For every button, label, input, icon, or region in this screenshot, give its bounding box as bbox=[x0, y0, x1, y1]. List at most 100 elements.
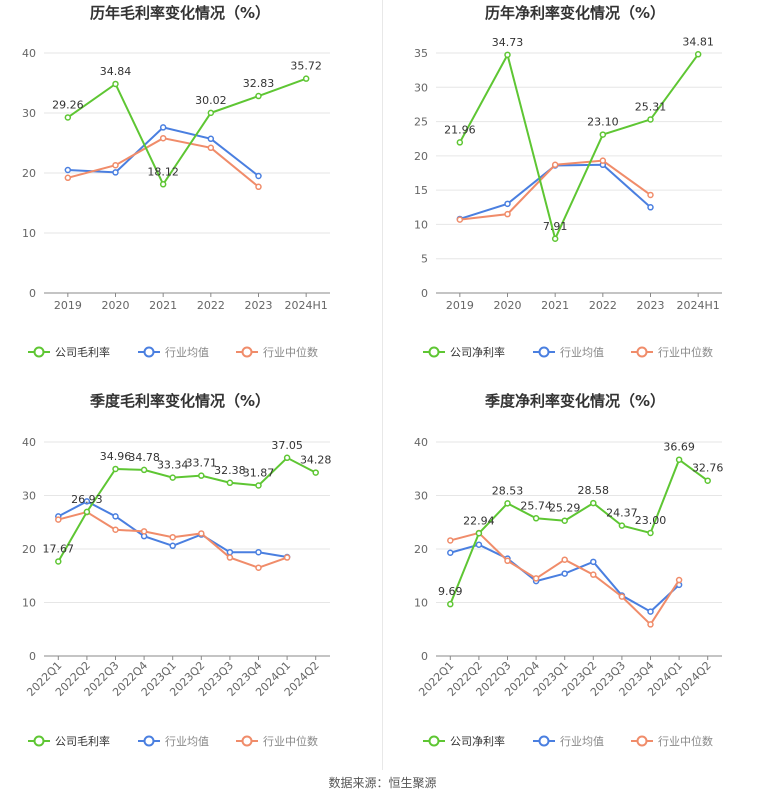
data-point-median bbox=[599, 157, 607, 164]
data-point-company bbox=[475, 530, 483, 537]
y-tick-label: 10 bbox=[22, 597, 36, 610]
legend-marker bbox=[428, 346, 440, 358]
data-label: 35.72 bbox=[290, 60, 322, 73]
data-point-company bbox=[255, 92, 262, 100]
data-point-company bbox=[675, 456, 683, 463]
data-point-median bbox=[447, 537, 454, 544]
legend-label: 公司净利率 bbox=[450, 345, 505, 359]
data-point-avg bbox=[207, 135, 215, 143]
y-tick-label: 40 bbox=[22, 436, 36, 449]
data-point-company bbox=[283, 454, 291, 462]
series-line-avg bbox=[450, 543, 680, 613]
data-point-avg bbox=[64, 166, 72, 174]
legend-marker bbox=[143, 346, 155, 358]
y-tick-label: 0 bbox=[29, 650, 36, 663]
x-tick-label: 2021 bbox=[149, 299, 177, 312]
legend-marker bbox=[33, 735, 45, 747]
data-point-avg bbox=[504, 200, 511, 208]
data-label: 23.10 bbox=[587, 116, 619, 129]
data-label: 25.31 bbox=[635, 100, 667, 113]
data-point-median bbox=[112, 526, 119, 533]
legend-label: 公司毛利率 bbox=[55, 345, 110, 359]
y-tick-label: 5 bbox=[421, 253, 428, 266]
y-tick-label: 10 bbox=[414, 597, 428, 610]
data-label: 23.00 bbox=[635, 514, 667, 527]
data-point-median bbox=[647, 191, 654, 199]
legend-item-avg: 行业均值 bbox=[533, 346, 604, 359]
y-tick-label: 30 bbox=[22, 490, 36, 503]
x-tick-label: 2023 bbox=[637, 299, 665, 312]
data-point-median bbox=[618, 593, 626, 600]
legend-item-company: 公司净利率 bbox=[423, 734, 505, 748]
data-label: 33.34 bbox=[157, 459, 189, 472]
data-point-company bbox=[704, 477, 711, 484]
data-point-avg bbox=[447, 549, 454, 556]
data-point-company bbox=[302, 75, 310, 82]
y-tick-label: 15 bbox=[414, 184, 428, 197]
data-point-median bbox=[55, 516, 62, 523]
data-label: 32.76 bbox=[692, 462, 724, 475]
data-point-avg bbox=[590, 558, 597, 566]
data-label: 32.38 bbox=[214, 464, 246, 477]
legend-label: 公司净利率 bbox=[450, 734, 505, 748]
x-tick-label: 2022 bbox=[589, 299, 617, 312]
data-point-company bbox=[647, 116, 654, 123]
legend-marker bbox=[428, 735, 440, 747]
chart-title: 历年净利率变化情况（%） bbox=[485, 4, 665, 22]
legend-label: 行业中位数 bbox=[658, 345, 713, 359]
legend-label: 行业中位数 bbox=[263, 345, 318, 359]
y-tick-label: 0 bbox=[421, 650, 428, 663]
legend-item-median: 行业中位数 bbox=[631, 345, 713, 359]
legend-item-company: 公司毛利率 bbox=[28, 734, 110, 748]
y-tick-label: 40 bbox=[22, 47, 36, 60]
chart-title: 季度净利率变化情况（%） bbox=[485, 392, 665, 410]
series-line-avg bbox=[459, 163, 652, 220]
data-point-median bbox=[112, 161, 119, 169]
data-point-company bbox=[694, 51, 702, 58]
series-line-company bbox=[67, 77, 307, 187]
data-point-company bbox=[112, 80, 119, 88]
data-point-company bbox=[140, 466, 148, 474]
data-point-avg bbox=[647, 608, 654, 615]
data-point-median bbox=[255, 564, 262, 571]
y-tick-label: 30 bbox=[414, 490, 428, 503]
legend-item-company: 公司毛利率 bbox=[28, 345, 110, 359]
data-point-avg bbox=[226, 548, 234, 556]
data-point-company bbox=[83, 508, 91, 516]
data-point-median bbox=[590, 571, 597, 578]
data-point-median bbox=[64, 174, 72, 182]
data-point-company bbox=[618, 522, 626, 529]
data-point-company bbox=[456, 139, 464, 146]
y-tick-label: 0 bbox=[29, 287, 36, 300]
legend-label: 行业中位数 bbox=[263, 734, 318, 748]
legend-item-median: 行业中位数 bbox=[631, 734, 713, 748]
chart-panel-1: 历年毛利率变化情况（%） 0 10 20 30 40 2019 2020 2021 2022 202… bbox=[22, 4, 330, 359]
data-point-median bbox=[532, 575, 540, 582]
data-point-median bbox=[207, 144, 215, 152]
x-tick-label: 2019 bbox=[446, 299, 474, 312]
data-point-company bbox=[312, 469, 319, 476]
legend-item-avg: 行业均值 bbox=[138, 346, 209, 359]
data-point-avg bbox=[112, 513, 119, 520]
x-tick-label: 2020 bbox=[494, 299, 522, 312]
legend-label: 行业均值 bbox=[560, 346, 604, 359]
y-tick-label: 20 bbox=[414, 150, 428, 163]
data-point-median bbox=[561, 556, 568, 563]
legend-label: 行业均值 bbox=[165, 346, 209, 359]
data-point-company bbox=[532, 515, 540, 522]
data-point-avg bbox=[475, 541, 483, 548]
panel-divider bbox=[382, 0, 383, 770]
data-point-avg bbox=[255, 548, 262, 556]
legend-marker bbox=[538, 346, 550, 358]
legend-marker bbox=[636, 346, 648, 358]
data-point-avg bbox=[647, 204, 654, 211]
data-point-avg bbox=[159, 124, 167, 131]
data-point-company bbox=[112, 465, 119, 473]
data-point-avg bbox=[83, 498, 91, 505]
chart-title: 季度毛利率变化情况（%） bbox=[90, 392, 270, 410]
y-tick-label: 40 bbox=[414, 436, 428, 449]
legend-marker bbox=[33, 346, 45, 358]
y-tick-label: 0 bbox=[421, 287, 428, 300]
data-label: 28.53 bbox=[492, 484, 524, 497]
